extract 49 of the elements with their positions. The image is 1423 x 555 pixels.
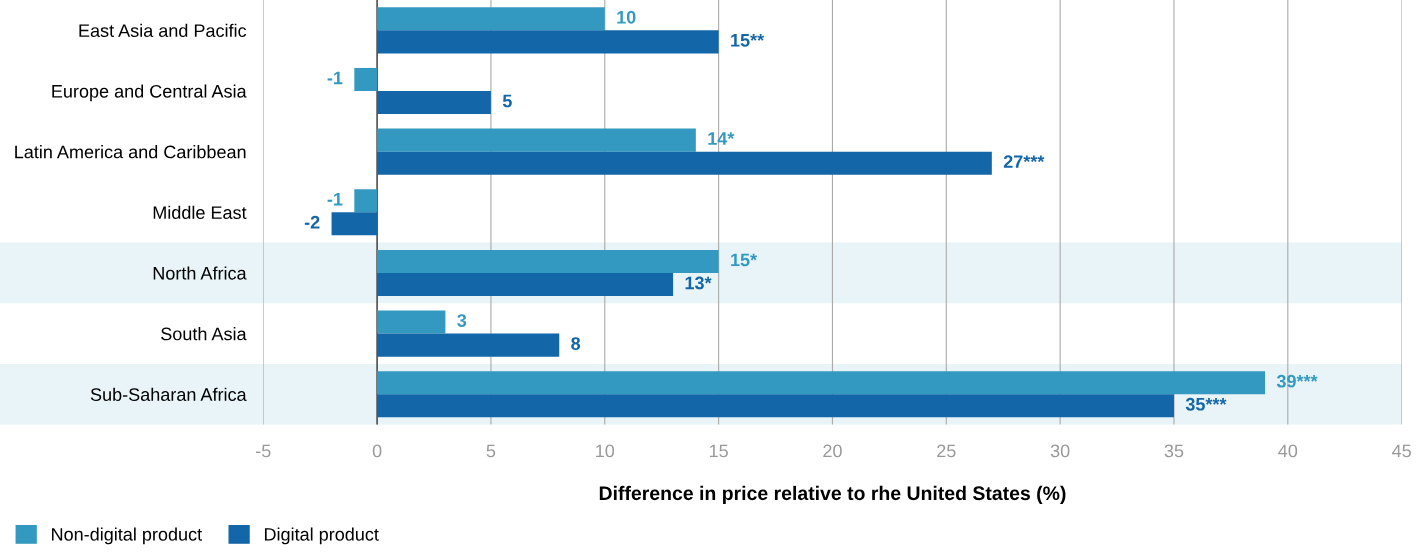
data-label: 15** bbox=[731, 34, 765, 47]
x-tick-label: -5 bbox=[256, 444, 271, 458]
data-label: -1 bbox=[327, 193, 343, 206]
bar bbox=[377, 90, 491, 115]
x-tick-label: 30 bbox=[1050, 444, 1070, 458]
data-label: 39*** bbox=[1276, 374, 1318, 388]
bar bbox=[377, 249, 719, 273]
x-tick-label: 20 bbox=[823, 444, 842, 458]
x-tick-label: 40 bbox=[1278, 444, 1298, 458]
legend-label: Digital product bbox=[264, 527, 379, 545]
data-label: 35*** bbox=[1185, 397, 1227, 411]
data-label: -1 bbox=[327, 71, 343, 85]
bar bbox=[377, 394, 1174, 418]
bar bbox=[354, 67, 378, 91]
y-tick-label: Middle East bbox=[153, 205, 247, 220]
x-tick-label: 25 bbox=[937, 444, 956, 458]
bar bbox=[377, 151, 992, 175]
x-tick-label: 45 bbox=[1392, 444, 1411, 458]
bar bbox=[377, 310, 446, 334]
y-tick-label: Europe and Central Asia bbox=[52, 84, 247, 102]
data-label: -2 bbox=[304, 215, 320, 229]
bar bbox=[377, 272, 674, 296]
data-label: 14* bbox=[708, 132, 735, 145]
y-tick-label: Latin America and Caribbean bbox=[15, 145, 246, 159]
bar bbox=[377, 7, 605, 31]
data-label: 13* bbox=[685, 276, 712, 290]
data-label: 3 bbox=[457, 314, 467, 327]
data-label: 27*** bbox=[1003, 155, 1045, 168]
legend-label: Non-digital product bbox=[52, 527, 202, 545]
y-tick-label: East Asia and Pacific bbox=[79, 23, 247, 38]
x-tick-label: 35 bbox=[1164, 444, 1184, 458]
bar bbox=[331, 212, 378, 236]
bar bbox=[377, 128, 696, 152]
data-label: 15* bbox=[731, 253, 758, 267]
y-tick-label: North Africa bbox=[153, 266, 247, 280]
y-tick-label: South Asia bbox=[161, 327, 247, 341]
bar bbox=[377, 30, 719, 54]
x-tick-label: 0 bbox=[372, 444, 382, 458]
bar bbox=[377, 333, 560, 357]
x-tick-label: 10 bbox=[596, 444, 615, 458]
y-tick-label: Sub-Saharan Africa bbox=[90, 387, 247, 401]
x-tick-label: 5 bbox=[486, 444, 496, 458]
data-label: 8 bbox=[571, 337, 581, 350]
x-tick-label: 15 bbox=[709, 444, 728, 458]
bar bbox=[377, 371, 1266, 395]
x-axis-title: Difference in price relative to rhe United States (%) bbox=[599, 485, 1066, 504]
bar bbox=[354, 189, 378, 213]
data-label: 5 bbox=[502, 94, 512, 108]
data-label: 10 bbox=[617, 10, 636, 24]
